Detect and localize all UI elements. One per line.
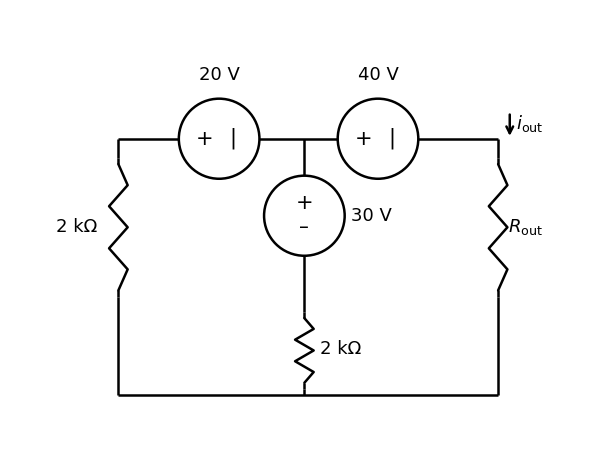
Text: 2 kΩ: 2 kΩ [56, 218, 98, 236]
Text: –: – [299, 218, 309, 237]
Text: |: | [388, 128, 396, 150]
Text: 30 V: 30 V [351, 206, 391, 225]
Text: +: + [355, 129, 373, 149]
Text: +: + [296, 193, 313, 213]
Text: |: | [230, 128, 237, 150]
Text: 40 V: 40 V [358, 66, 398, 84]
Text: $R_{\rm out}$: $R_{\rm out}$ [508, 217, 543, 237]
Text: +: + [196, 129, 214, 149]
Circle shape [338, 99, 418, 179]
Text: 20 V: 20 V [199, 66, 239, 84]
Text: 2 kΩ: 2 kΩ [320, 340, 361, 358]
Text: $i_{\rm out}$: $i_{\rm out}$ [516, 113, 544, 134]
Circle shape [179, 99, 259, 179]
Circle shape [264, 175, 345, 256]
